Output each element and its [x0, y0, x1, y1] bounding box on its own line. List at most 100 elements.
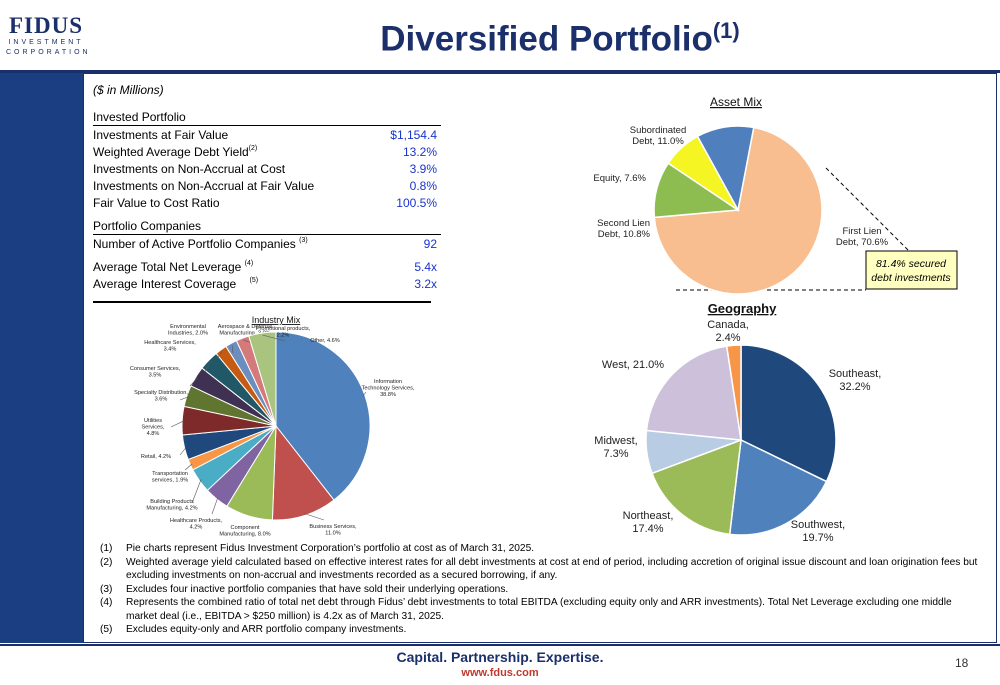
footnote-text: Weighted average yield calculated based … — [126, 556, 978, 582]
metric-label: Fair Value to Cost Ratio — [93, 194, 376, 211]
industry-mix-leader-building-products-manufacturing — [191, 479, 202, 504]
table-row: Average Total Net Leverage (4) 5.4x — [93, 258, 441, 275]
industry-mix-label-business-services: Business Services, — [309, 524, 357, 530]
secured-debt-callout-line2: debt investments — [871, 272, 951, 284]
geography-slice-southeast — [740, 344, 837, 483]
geography-slice-southwest — [728, 438, 828, 536]
industry-mix-leader-retail — [179, 446, 187, 456]
metric-label: Investments on Non-Accrual at Cost — [93, 160, 376, 177]
industry-mix-label-utilities-services: Services, — [141, 425, 164, 431]
footer-website-link[interactable]: www.fdus.com — [461, 667, 539, 679]
metric-label-text: Number of Active Portfolio Companies — [93, 236, 296, 251]
logo-wordmark: FIDUS — [8, 13, 83, 38]
industry-mix-label-other: Other, 4.6% — [310, 338, 340, 344]
footnote-item: (1) Pie charts represent Fidus Investment… — [100, 542, 980, 556]
metric-value: 3.9% — [409, 161, 437, 176]
metric-label-text: Average Interest Coverage — [93, 276, 237, 291]
asset-mix-title: Asset Mix — [710, 95, 762, 109]
metric-label: Investments at Fair Value — [93, 126, 376, 144]
industry-mix-label-retail: Retail, 4.2% — [141, 454, 171, 460]
metric-label: Average Total Net Leverage (4) — [93, 258, 376, 275]
asset-mix-label-first-lien-debt: Debt, 70.6% — [836, 237, 889, 248]
metric-label-text: Investments on Non-Accrual at Fair Value — [93, 178, 315, 193]
footnote-number: (5) — [100, 624, 113, 635]
industry-mix-label-aerospace-defense-manufacturing: Aerospace & Defense — [218, 324, 272, 330]
table-row: Investments at Fair Value $1,154.4 — [93, 126, 441, 144]
metric-label-text: Fair Value to Cost Ratio — [93, 195, 220, 210]
industry-mix-label-consumer-services: 3.5% — [149, 373, 162, 379]
metric-value: 5.4x — [414, 259, 437, 274]
metric-footnote: (5) — [249, 276, 259, 284]
geography-label-northeast: 17.4% — [632, 523, 663, 535]
industry-mix-label-promotional-products: Promotional products, — [256, 326, 311, 332]
footnote-text: Represents the combined ratio of total n… — [126, 597, 952, 622]
metric-value: 92 — [423, 236, 437, 251]
geography-title: Geography — [708, 301, 777, 316]
industry-mix-label-healthcare-products: Healthcare Products, — [170, 518, 223, 524]
invested-portfolio-heading-row: Invested Portfolio — [93, 108, 441, 126]
footnote-text: Excludes four inactive portfolio compani… — [126, 583, 509, 595]
footnote-item: (5) Excludes equity-only and ARR portfoli… — [100, 623, 980, 637]
geography-label-west: West, 21.0% — [602, 359, 664, 371]
table-row: Investments on Non-Accrual at Cost 3.9% — [93, 160, 441, 177]
asset-mix-label-subordinated-debt: Debt, 11.0% — [632, 136, 684, 147]
callout-dash-upper — [825, 167, 911, 253]
geography-label-southwest: Southwest, — [791, 519, 845, 531]
industry-mix-leader-utilities-services — [170, 420, 185, 428]
fidus-logo: FIDUS INVESTMENT CORPORATION — [6, 13, 88, 58]
industry-mix-label-transportation-services: services, 1.9% — [152, 478, 188, 484]
metric-label-text: Investments at Fair Value — [93, 127, 229, 142]
geography-label-southwest: 19.7% — [802, 532, 833, 544]
header-rule — [0, 70, 1000, 73]
footnote-item: (2) Weighted average yield calculated bas… — [100, 556, 980, 583]
asset-mix-label-subordinated-debt: Subordinated — [630, 125, 687, 136]
industry-mix-label-business-services: 11.0% — [325, 531, 340, 537]
portfolio-companies-heading: Portfolio Companies — [93, 217, 441, 235]
geography-label-midwest: Midwest, — [594, 435, 637, 447]
metric-value: 3.2x — [414, 276, 437, 291]
invested-portfolio-heading: Invested Portfolio — [93, 108, 441, 126]
industry-mix-slice-other — [248, 331, 277, 427]
industry-mix-leader-specialty-distribution — [179, 396, 189, 401]
table-row: Fair Value to Cost Ratio 100.5% — [93, 194, 441, 211]
table-row: Number of Active Portfolio Companies (3)… — [93, 235, 441, 253]
metric-label: Investments on Non-Accrual at Fair Value — [93, 177, 376, 194]
industry-mix-label-specialty-distribution: Specialty Distribution, — [134, 390, 188, 396]
industry-mix-slice-business-services — [271, 424, 335, 521]
metric-footnote: (2) — [248, 144, 258, 152]
industry-mix-label-information-technology-services: Information — [374, 379, 402, 385]
geography-slice-west — [645, 345, 742, 441]
industry-mix-label-information-technology-services: Technology Services, — [362, 386, 415, 392]
industry-mix-leader-other — [262, 334, 286, 342]
industry-mix-label-specialty-distribution: 3.6% — [155, 397, 168, 403]
footnotes: (1) Pie charts represent Fidus Investment… — [100, 542, 980, 637]
metric-value: 13.2% — [402, 144, 437, 159]
footnote-item: (4) Represents the combined ratio of tota… — [100, 596, 980, 623]
units-note: ($ in Millions) — [93, 83, 164, 97]
table-bottom-rule — [93, 301, 431, 303]
secured-debt-callout-line1: 81.4% secured — [876, 258, 947, 270]
industry-mix-leader-consumer-services — [189, 377, 198, 387]
geography-label-canada: 2.4% — [715, 332, 740, 344]
metric-value: $1,154.4 — [390, 127, 437, 142]
metric-value: 100.5% — [396, 195, 437, 210]
industry-mix-leader-aerospace-defense-manufacturing — [231, 345, 234, 354]
industry-mix-label-component-manufacturing: Component — [231, 525, 260, 531]
geography-slice-northeast — [651, 438, 742, 536]
industry-mix-label-building-products-manufacturing: Manufacturing, 4.2% — [146, 506, 197, 512]
metric-label: Number of Active Portfolio Companies (3) — [93, 235, 376, 253]
page-number: 18 — [955, 656, 969, 670]
asset-mix-label-second-lien-debt: Second Lien — [597, 218, 650, 229]
secured-debt-callout-box — [865, 250, 958, 290]
table-row: Investments on Non-Accrual at Fair Value… — [93, 177, 441, 194]
industry-mix-label-component-manufacturing: Manufacturing, 8.0% — [219, 532, 270, 538]
geography-label-canada: Canada, — [707, 319, 749, 331]
metric-value: 0.8% — [409, 178, 437, 193]
footnote-text: Excludes equity-only and ARR portfolio c… — [126, 624, 407, 635]
industry-mix-label-environmental-industries: Environmental — [170, 324, 206, 330]
industry-mix-leader-business-services — [304, 513, 325, 521]
content-frame — [83, 73, 997, 643]
asset-mix-label-equity: Equity, 7.6% — [593, 173, 646, 184]
footer-rule — [0, 644, 1000, 646]
